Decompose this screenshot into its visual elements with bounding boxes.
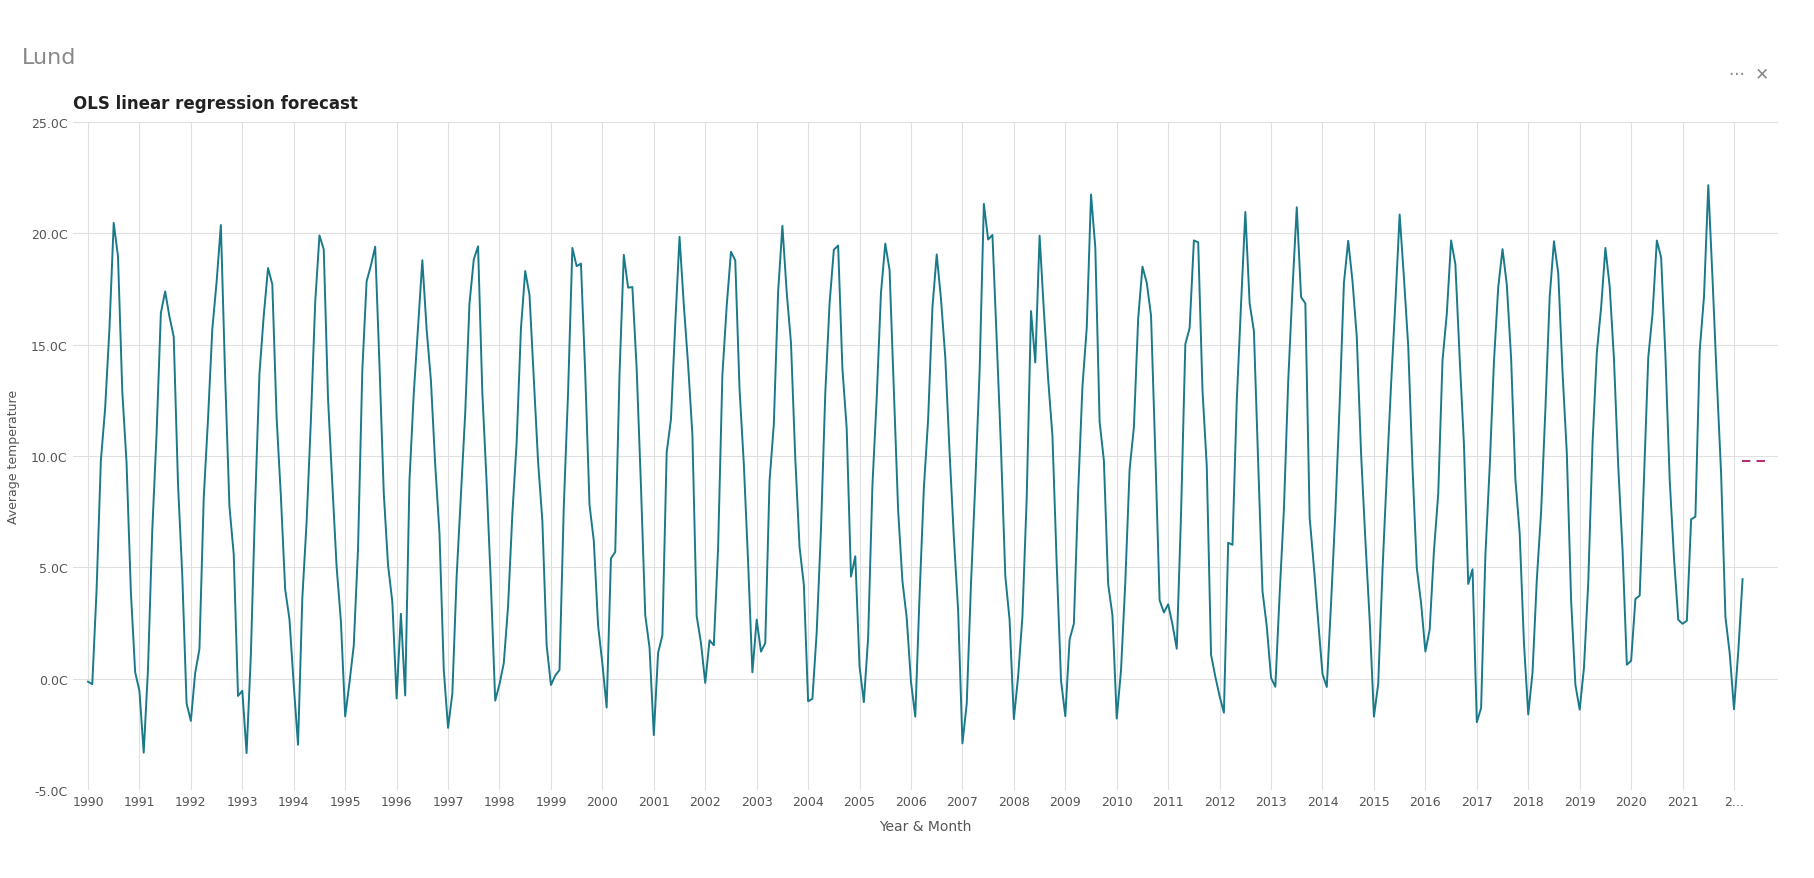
Y-axis label: Average temperature: Average temperature [7,390,20,523]
Text: OLS linear regression forecast: OLS linear regression forecast [73,95,357,113]
Text: Lund: Lund [22,48,76,68]
Text: ···  ✕: ··· ✕ [1729,66,1769,83]
X-axis label: Year & Month: Year & Month [880,819,970,833]
